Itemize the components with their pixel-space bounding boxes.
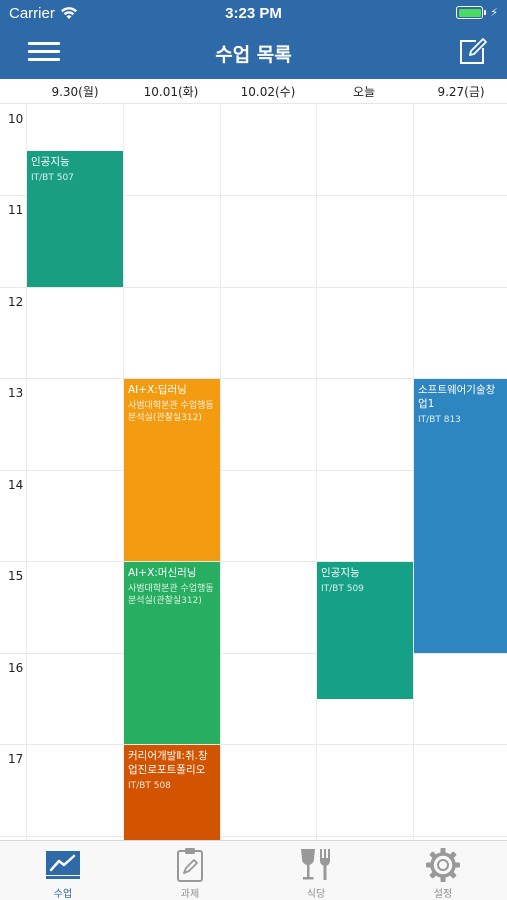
hour-label: 12 — [8, 295, 24, 309]
hamburger-menu-icon[interactable] — [28, 40, 60, 64]
carrier-label: Carrier — [9, 5, 55, 22]
status-bar: Carrier 3:23 PM ⚡ — [0, 0, 507, 28]
hour-divider — [0, 561, 507, 562]
day-header-today[interactable]: 오늘 — [352, 85, 376, 99]
app-header: Carrier 3:23 PM ⚡ 수업 목록 — [0, 0, 507, 79]
hour-label: 16 — [8, 661, 24, 675]
tab-settings[interactable]: 설정 — [380, 841, 506, 900]
hour-divider — [0, 378, 507, 379]
class-event[interactable]: AI+X:딥러닝 사범대학본관 수업행동분석실(관찰실312) — [124, 379, 220, 561]
class-name: 커리어개발Ⅱ:취.창업진로포트폴리오 — [128, 750, 208, 776]
hour-divider — [0, 287, 507, 288]
status-time: 3:23 PM — [225, 5, 282, 22]
day-header-wed[interactable]: 10.02(수) — [240, 85, 296, 99]
edit-note-icon[interactable] — [458, 36, 488, 66]
wifi-icon — [60, 5, 78, 24]
page-title: 수업 목록 — [215, 44, 292, 66]
tab-label: 식당 — [306, 889, 326, 900]
day-header-tue[interactable]: 10.01(화) — [143, 85, 199, 99]
cutlery-icon — [301, 849, 330, 880]
hour-label: 13 — [8, 386, 24, 400]
class-name: AI+X:머신러닝 — [128, 567, 197, 579]
tab-label: 과제 — [180, 889, 200, 900]
class-name: 인공지능 — [321, 567, 360, 579]
day-header-row: 9.30(월) 10.01(화) 10.02(수) 오늘 9.27(금) — [0, 79, 507, 104]
class-name: 인공지능 — [31, 156, 70, 168]
hour-divider — [0, 470, 507, 471]
class-location: IT/BT 507 — [31, 173, 74, 183]
day-header-fri[interactable]: 9.27(금) — [437, 85, 485, 99]
class-location: IT/BT 813 — [418, 415, 461, 425]
hour-label: 14 — [8, 478, 24, 492]
column-divider — [26, 104, 27, 840]
class-location: IT/BT 509 — [321, 584, 364, 594]
column-divider — [413, 104, 414, 840]
clipboard-icon — [177, 848, 203, 882]
column-divider — [316, 104, 317, 840]
hour-divider — [0, 653, 507, 654]
column-divider — [123, 104, 124, 840]
tab-label: 설정 — [433, 889, 453, 900]
hour-label: 15 — [8, 569, 24, 583]
day-header-mon[interactable]: 9.30(월) — [51, 85, 99, 99]
hour-divider — [0, 744, 507, 745]
class-name: 소프트웨어기술창업1 — [418, 384, 496, 410]
hour-divider — [0, 836, 507, 837]
tab-cafeteria[interactable]: 식당 — [253, 841, 379, 900]
battery-icon: ⚡ — [456, 6, 498, 19]
tab-classes[interactable]: 수업 — [0, 841, 126, 900]
tab-label: 수업 — [53, 889, 73, 900]
class-location: IT/BT 508 — [128, 781, 171, 791]
chart-icon — [46, 851, 80, 879]
class-event[interactable]: 커리어개발Ⅱ:취.창업진로포트폴리오 IT/BT 508 — [124, 745, 220, 840]
hour-divider — [0, 195, 507, 196]
class-event[interactable]: AI+X:머신러닝 사범대학본관 수업행동분석실(관찰실312) — [124, 562, 220, 744]
tab-assignments[interactable]: 과제 — [127, 841, 253, 900]
class-name: AI+X:딥러닝 — [128, 384, 187, 396]
class-event[interactable]: 인공지능 IT/BT 509 — [317, 562, 413, 699]
hour-label: 17 — [8, 752, 24, 766]
hour-label: 10 — [8, 112, 24, 126]
class-location: 사범대학본관 수업행동분석실(관찰실312) — [128, 401, 214, 423]
class-location: 사범대학본관 수업행동분석실(관찰실312) — [128, 584, 214, 606]
class-event[interactable]: 인공지능 IT/BT 507 — [27, 151, 123, 287]
timetable-grid[interactable]: 10 11 12 13 14 15 16 17 인공지능 IT/BT 507 A… — [0, 104, 507, 840]
hour-label: 11 — [8, 203, 24, 217]
gear-icon — [426, 848, 460, 882]
class-event[interactable]: 소프트웨어기술창업1 IT/BT 813 — [414, 379, 507, 653]
tab-bar: 수업 과제 식당 — [0, 840, 507, 900]
column-divider — [220, 104, 221, 840]
